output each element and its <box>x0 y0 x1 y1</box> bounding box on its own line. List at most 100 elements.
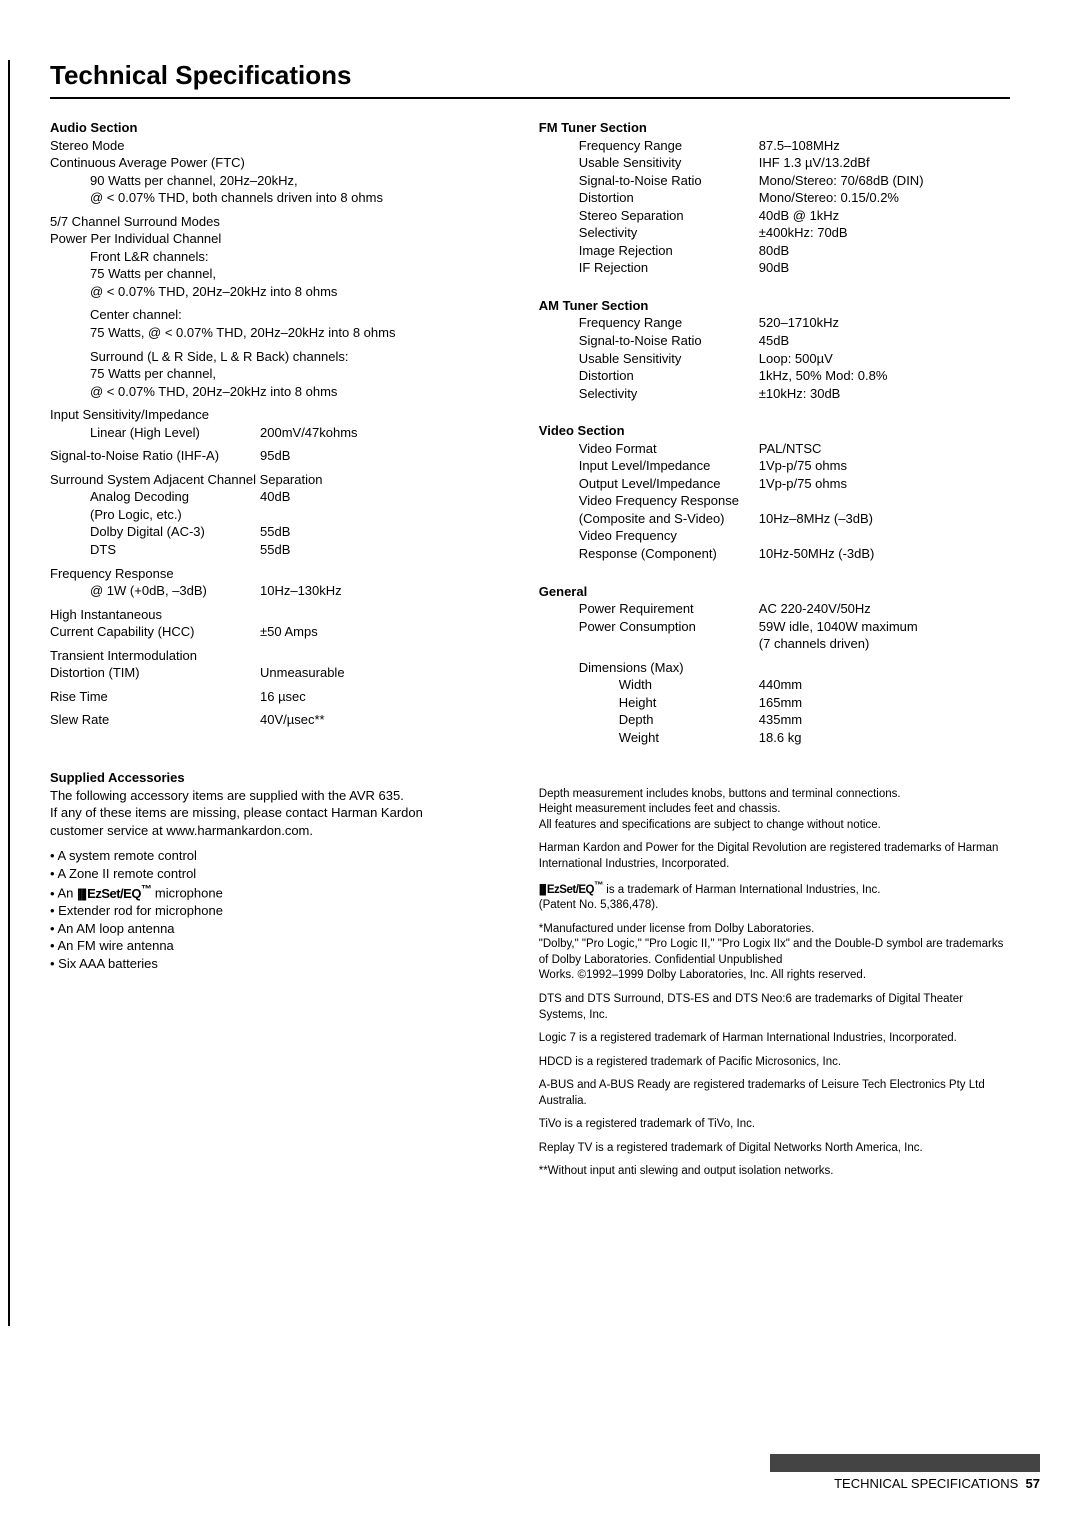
fm-sel-k: Selectivity <box>579 224 759 242</box>
g-pc-v: 59W idle, 1040W maximum(7 channels drive… <box>759 618 1010 653</box>
g-w-k: Width <box>619 676 759 694</box>
ezset-brand-icon: |||||EzSet/EQ™ <box>77 886 151 901</box>
sacs: Surround System Adjacent Channel Separat… <box>50 471 499 489</box>
center-h: Center channel: <box>90 306 499 324</box>
kv-hcc: High Instantaneous Current Capability (H… <box>50 606 499 641</box>
fm-sep-v: 40dB @ 1kHz <box>759 207 1010 225</box>
general-block: Power RequirementAC 220-240V/50Hz Power … <box>539 600 1010 746</box>
general-heading: General <box>539 583 1010 601</box>
surr-l2: @ < 0.07% THD, 20Hz–20kHz into 8 ohms <box>90 383 499 401</box>
note: TiVo is a registered trademark of TiVo, … <box>539 1117 1010 1133</box>
am-dist-v: 1kHz, 50% Mod: 0.8% <box>759 367 1010 385</box>
tim-k2: Distortion (TIM) <box>50 664 260 682</box>
center-l1: 75 Watts, @ < 0.07% THD, 20Hz–20kHz into… <box>90 324 499 342</box>
g-wt-k: Weight <box>619 729 759 747</box>
fm-snr-k: Signal-to-Noise Ratio <box>579 172 759 190</box>
columns: Audio Section Stereo Mode Continuous Ave… <box>50 117 1010 1180</box>
v-fmt-k: Video Format <box>579 440 759 458</box>
g-d-k: Depth <box>619 711 759 729</box>
fm-heading: FM Tuner Section <box>539 119 1010 137</box>
fm-sel-v: ±400kHz: 70dB <box>759 224 1010 242</box>
supplied-item: Six AAA batteries <box>50 955 499 973</box>
fm-sep-k: Stereo Separation <box>579 207 759 225</box>
fm-block: Frequency Range87.5–108MHz Usable Sensit… <box>539 137 1010 277</box>
fm-if-k: IF Rejection <box>579 259 759 277</box>
supplied-heading: Supplied Accessories <box>50 769 499 787</box>
kv-dolby: Dolby Digital (AC-3) 55dB <box>50 523 499 541</box>
fm-freq-v: 87.5–108MHz <box>759 137 1010 155</box>
supplied-item: A Zone II remote control <box>50 865 499 883</box>
am-block: Frequency Range520–1710kHz Signal-to-Noi… <box>539 314 1010 402</box>
kv-rise: Rise Time 16 µsec <box>50 688 499 706</box>
note: Logic 7 is a registered trademark of Har… <box>539 1031 1010 1047</box>
stereo-block: 90 Watts per channel, 20Hz–20kHz, @ < 0.… <box>50 172 499 207</box>
stereo-l2: @ < 0.07% THD, both channels driven into… <box>90 189 499 207</box>
note: HDCD is a registered trademark of Pacifi… <box>539 1055 1010 1071</box>
slew-v: 40V/µsec** <box>260 711 499 729</box>
am-us-v: Loop: 500µV <box>759 350 1010 368</box>
note: Height measurement includes feet and cha… <box>539 802 1010 818</box>
fm-if-v: 90dB <box>759 259 1010 277</box>
g-dims: Dimensions (Max) <box>579 659 1010 677</box>
dims-block: Width440mm Height165mm Depth435mm Weight… <box>579 676 1010 746</box>
am-snr-v: 45dB <box>759 332 1010 350</box>
fm-us-v: IHF 1.3 µV/13.2dBf <box>759 154 1010 172</box>
brand-text: EzSet/EQ <box>547 884 594 896</box>
ezset-brand-icon: |||||EzSet/EQ™ <box>539 884 603 896</box>
stereo-mode: Stereo Mode <box>50 137 499 155</box>
note: *Manufactured under license from Dolby L… <box>539 922 1010 938</box>
video-block: Video FormatPAL/NTSC Input Level/Impedan… <box>539 440 1010 563</box>
g-pc-v2: (7 channels driven) <box>759 635 1010 653</box>
hcc-k: High Instantaneous Current Capability (H… <box>50 606 260 641</box>
note: A-BUS and A-BUS Ready are registered tra… <box>539 1078 1010 1109</box>
kv-dts: DTS 55dB <box>50 541 499 559</box>
stereo-l1: 90 Watts per channel, 20Hz–20kHz, <box>90 172 499 190</box>
kv-tim: Transient Intermodulation Distortion (TI… <box>50 647 499 682</box>
front-h: Front L&R channels: <box>90 248 499 266</box>
fm-us-k: Usable Sensitivity <box>579 154 759 172</box>
g-pr-v: AC 220-240V/50Hz <box>759 600 1010 618</box>
page-title: Technical Specifications <box>50 60 1010 91</box>
hcc-v: ±50 Amps <box>260 623 499 641</box>
top-rule <box>50 97 1010 99</box>
surr-l1: 75 Watts per channel, <box>90 365 499 383</box>
left-column: Audio Section Stereo Mode Continuous Ave… <box>50 117 499 1180</box>
snr-v: 95dB <box>260 447 499 465</box>
supplied-intro1: The following accessory items are suppli… <box>50 787 499 805</box>
am-us-k: Usable Sensitivity <box>579 350 759 368</box>
brand-text: EzSet/EQ <box>87 886 141 901</box>
v-vfr-sub-v: 10Hz–8MHz (–3dB) <box>759 510 1010 528</box>
fm-dist-k: Distortion <box>579 189 759 207</box>
notes-block: Depth measurement includes knobs, button… <box>539 787 1010 1180</box>
surr-h: Surround (L & R Side, L & R Back) channe… <box>90 348 499 366</box>
audio-heading: Audio Section <box>50 119 499 137</box>
tim-k1: Transient Intermodulation <box>50 647 260 665</box>
footer-page: 57 <box>1026 1476 1040 1491</box>
supplied-intro2: If any of these items are missing, pleas… <box>50 804 499 822</box>
g-pr-k: Power Requirement <box>579 600 759 618</box>
analog-v: 40dB <box>260 488 499 523</box>
v-vfc-sub-k: Response (Component) <box>579 545 759 563</box>
video-heading: Video Section <box>539 422 1010 440</box>
front-l2: @ < 0.07% THD, 20Hz–20kHz into 8 ohms <box>90 283 499 301</box>
footer-label: TECHNICAL SPECIFICATIONS <box>834 1476 1018 1491</box>
fm-img-k: Image Rejection <box>579 242 759 260</box>
ppic: Power Per Individual Channel <box>50 230 499 248</box>
kv-slew: Slew Rate 40V/µsec** <box>50 711 499 729</box>
mic-suffix: microphone <box>151 886 223 901</box>
am-dist-k: Distortion <box>579 367 759 385</box>
v-vfc-k: Video Frequency <box>579 527 1010 545</box>
note: "Dolby," "Pro Logic," "Pro Logic II," "P… <box>539 937 1010 968</box>
v-vfr-sub-k: (Composite and S-Video) <box>579 510 759 528</box>
fm-snr-v: Mono/Stereo: 70/68dB (DIN) <box>759 172 1010 190</box>
dts-k: DTS <box>90 541 260 559</box>
page: Technical Specifications Audio Section S… <box>0 0 1080 1526</box>
fm-dist-v: Mono/Stereo: 0.15/0.2% <box>759 189 1010 207</box>
analog-k-text: Analog Decoding <box>90 488 260 506</box>
dolby-v: 55dB <box>260 523 499 541</box>
rise-v: 16 µsec <box>260 688 499 706</box>
supplied-item-mic: An |||||EzSet/EQ™ microphone <box>50 882 499 902</box>
note: **Without input anti slewing and output … <box>539 1164 1010 1180</box>
freq-k: @ 1W (+0dB, –3dB) <box>90 582 260 600</box>
note: Replay TV is a registered trademark of D… <box>539 1141 1010 1157</box>
